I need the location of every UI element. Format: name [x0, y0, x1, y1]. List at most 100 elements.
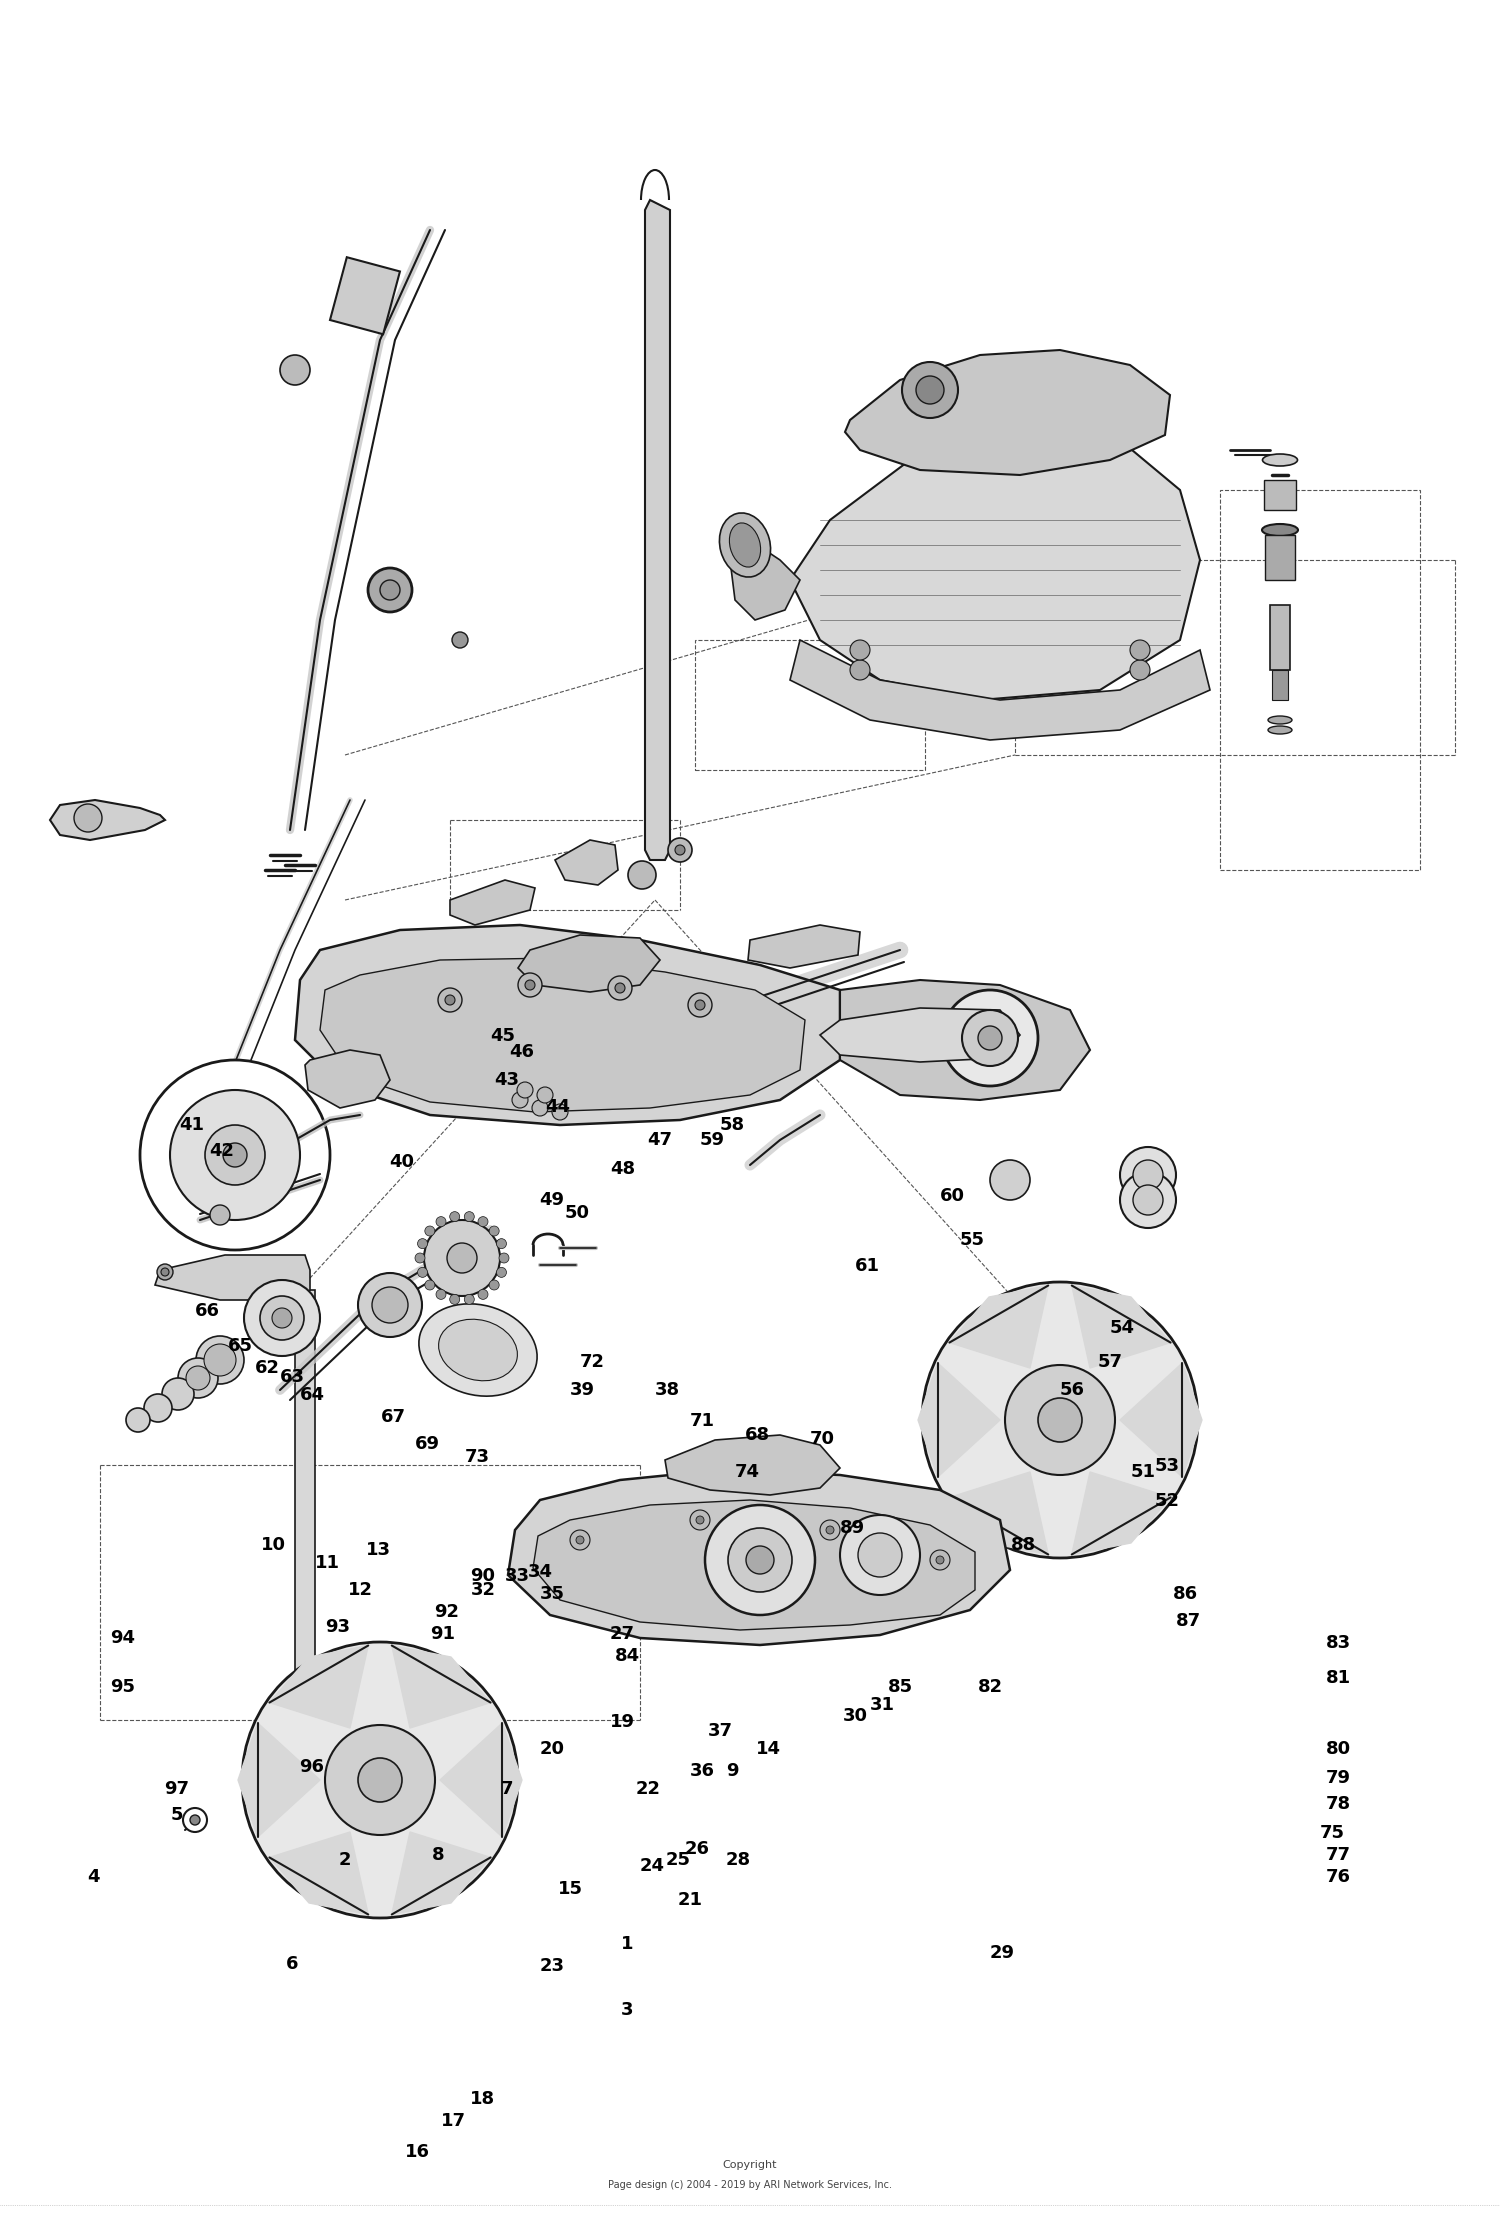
Circle shape — [930, 1550, 950, 1570]
Text: 41: 41 — [180, 1116, 204, 1134]
Circle shape — [272, 1308, 292, 1328]
Circle shape — [850, 660, 870, 680]
Text: 46: 46 — [510, 1043, 534, 1061]
Text: 15: 15 — [558, 1880, 582, 1897]
Polygon shape — [450, 879, 536, 925]
Text: 94: 94 — [111, 1630, 135, 1647]
Circle shape — [417, 1238, 428, 1249]
Circle shape — [518, 1083, 532, 1098]
Circle shape — [518, 972, 542, 996]
Circle shape — [260, 1295, 305, 1339]
Text: 5: 5 — [171, 1807, 183, 1824]
Text: 20: 20 — [540, 1740, 564, 1758]
Ellipse shape — [419, 1304, 537, 1397]
Polygon shape — [555, 839, 618, 886]
Circle shape — [746, 1545, 774, 1574]
Text: 72: 72 — [580, 1353, 604, 1370]
Text: 71: 71 — [690, 1413, 714, 1430]
Polygon shape — [1120, 1364, 1202, 1477]
Text: 76: 76 — [1326, 1869, 1350, 1886]
Text: 11: 11 — [315, 1554, 339, 1572]
Polygon shape — [748, 925, 859, 968]
Circle shape — [576, 1537, 584, 1543]
Circle shape — [850, 640, 870, 660]
Circle shape — [74, 804, 102, 832]
Circle shape — [244, 1280, 320, 1355]
Circle shape — [465, 1211, 474, 1222]
Text: 62: 62 — [255, 1359, 279, 1377]
Polygon shape — [730, 540, 800, 620]
Circle shape — [478, 1218, 488, 1227]
Polygon shape — [790, 640, 1210, 739]
Circle shape — [424, 1220, 500, 1295]
Text: 68: 68 — [746, 1426, 770, 1444]
Bar — [1270, 604, 1290, 671]
Circle shape — [1130, 640, 1150, 660]
Circle shape — [450, 1211, 459, 1222]
Text: 3: 3 — [621, 2001, 633, 2019]
Bar — [1220, 489, 1420, 870]
Circle shape — [358, 1758, 402, 1802]
Text: 25: 25 — [666, 1851, 690, 1869]
Circle shape — [978, 1025, 1002, 1049]
Circle shape — [500, 1253, 508, 1262]
Circle shape — [705, 1506, 815, 1614]
Polygon shape — [1072, 1286, 1170, 1368]
Text: 37: 37 — [708, 1722, 732, 1740]
Polygon shape — [304, 1049, 390, 1107]
Text: 96: 96 — [300, 1758, 324, 1776]
Circle shape — [160, 1269, 170, 1275]
Text: 7: 7 — [501, 1780, 513, 1798]
Text: 27: 27 — [610, 1625, 634, 1643]
Circle shape — [552, 1105, 568, 1120]
Text: 70: 70 — [810, 1430, 834, 1448]
Text: 10: 10 — [261, 1537, 285, 1554]
Text: 77: 77 — [1326, 1846, 1350, 1864]
Circle shape — [1005, 1366, 1114, 1475]
Circle shape — [162, 1377, 194, 1410]
Text: 63: 63 — [280, 1368, 304, 1386]
Circle shape — [196, 1335, 244, 1384]
Text: 12: 12 — [348, 1581, 372, 1599]
Circle shape — [206, 1125, 266, 1184]
Circle shape — [326, 1725, 435, 1835]
Text: 75: 75 — [1320, 1824, 1344, 1842]
Polygon shape — [392, 1645, 490, 1729]
Text: 69: 69 — [416, 1435, 440, 1452]
Circle shape — [668, 839, 692, 861]
Text: 43: 43 — [495, 1072, 519, 1089]
Text: 38: 38 — [656, 1382, 680, 1399]
Text: 29: 29 — [990, 1944, 1014, 1962]
Circle shape — [280, 354, 310, 385]
Text: 23: 23 — [540, 1957, 564, 1975]
Text: 50: 50 — [566, 1204, 590, 1222]
Text: 58: 58 — [720, 1116, 744, 1134]
Circle shape — [204, 1344, 236, 1375]
Polygon shape — [270, 1645, 368, 1729]
Text: 24: 24 — [640, 1858, 664, 1875]
Circle shape — [372, 1286, 408, 1324]
Text: 73: 73 — [465, 1448, 489, 1466]
Text: 88: 88 — [1011, 1537, 1035, 1554]
Text: 83: 83 — [1326, 1634, 1350, 1652]
Text: 95: 95 — [111, 1678, 135, 1696]
Text: 84: 84 — [615, 1647, 639, 1665]
Text: 40: 40 — [390, 1153, 414, 1171]
Circle shape — [1120, 1147, 1176, 1202]
Text: Page design (c) 2004 - 2019 by ARI Network Services, Inc.: Page design (c) 2004 - 2019 by ARI Netwo… — [608, 2181, 892, 2190]
Circle shape — [489, 1280, 500, 1291]
Circle shape — [496, 1266, 507, 1277]
Polygon shape — [154, 1255, 310, 1300]
Circle shape — [1130, 660, 1150, 680]
Text: 6: 6 — [286, 1955, 298, 1973]
Ellipse shape — [1262, 525, 1298, 536]
Text: 91: 91 — [430, 1625, 454, 1643]
Circle shape — [452, 631, 468, 649]
Polygon shape — [844, 350, 1170, 476]
Text: 89: 89 — [840, 1519, 864, 1537]
Circle shape — [170, 1089, 300, 1220]
Text: 97: 97 — [165, 1780, 189, 1798]
Text: 51: 51 — [1131, 1463, 1155, 1481]
Polygon shape — [518, 934, 660, 992]
Circle shape — [990, 1160, 1030, 1200]
